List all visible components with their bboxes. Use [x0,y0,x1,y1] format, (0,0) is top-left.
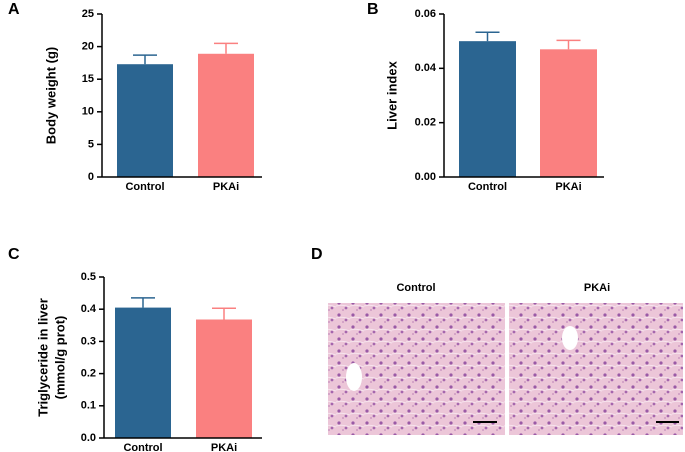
image-title: PKAi [584,282,610,294]
panel-letter: D [311,246,323,263]
x-tick-label: PKAi [213,181,239,193]
bar [115,307,171,438]
y-tick-label: 0.00 [415,171,436,183]
y-tick-label: 0.1 [81,400,96,412]
y-axis-label: (mmol/g prot) [52,316,67,400]
bar [459,41,516,177]
histology-image [328,303,505,435]
error-bar [212,307,236,320]
x-tick-label: Control [123,442,162,452]
y-tick-label: 0.06 [415,8,436,20]
histology-image [509,303,683,435]
error-bar [131,297,155,308]
error-bar [475,31,500,42]
y-tick-label: 0.02 [415,117,436,129]
y-tick-label: 0.4 [81,303,97,315]
y-tick-label: 0.2 [81,368,96,380]
x-tick-label: PKAi [211,442,237,452]
panel-letter: B [367,1,379,18]
y-tick-label: 0.0 [81,432,96,444]
x-tick-label: Control [125,181,164,193]
y-tick-label: 0.5 [81,271,96,283]
image-title: Control [396,282,435,294]
y-axis-label: Liver index [384,60,399,129]
y-tick-label: 5 [88,138,94,150]
y-tick-label: 15 [82,73,94,85]
y-tick-label: 0.3 [81,335,96,347]
bar [117,64,173,177]
y-axis-label: Triglyceride in liver [35,298,50,417]
y-axis-label: Body weight (g) [43,47,58,145]
y-tick-label: 10 [82,106,94,118]
x-tick-label: PKAi [555,181,581,193]
error-bar [214,42,238,54]
bar [196,319,252,438]
y-tick-label: 0 [88,171,94,183]
bar [198,53,254,177]
panel-letter: C [8,246,20,263]
y-tick-label: 25 [82,8,94,20]
bar [540,49,597,177]
y-tick-label: 20 [82,41,94,53]
error-bar [556,39,581,50]
error-bar [133,54,157,65]
panel-letter: A [8,1,20,18]
x-tick-label: Control [468,181,507,193]
y-tick-label: 0.04 [415,62,437,74]
